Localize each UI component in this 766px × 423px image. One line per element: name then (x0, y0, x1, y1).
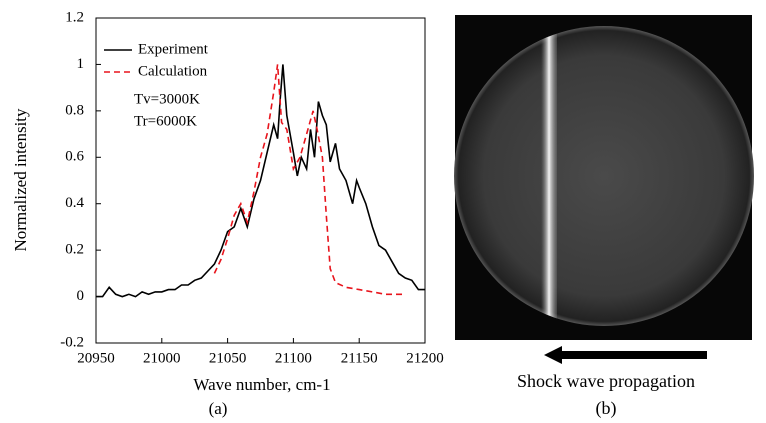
y-tick-label: 0.2 (65, 242, 84, 258)
photo (454, 15, 754, 340)
series-line (96, 64, 425, 298)
x-tick-label: 21100 (275, 350, 312, 366)
x-tick-label: 21000 (143, 350, 181, 366)
y-tick-label: 0.4 (65, 195, 84, 211)
x-tick-label: 21150 (341, 350, 378, 366)
y-tick-label: 1 (77, 56, 85, 72)
panel-label: (a) (209, 399, 228, 418)
legend-label: Calculation (138, 63, 208, 79)
plot-frame (95, 17, 426, 344)
legend-label: Experiment (138, 41, 209, 57)
x-tick-label: 21050 (209, 350, 247, 366)
y-tick-label: 1.2 (65, 9, 84, 25)
series-line (213, 64, 406, 296)
panel-label: (b) (596, 398, 617, 419)
y-tick-label: -0.2 (60, 334, 84, 350)
image-caption: Shock wave propagation (517, 371, 695, 391)
arrow-head (544, 346, 562, 364)
annotation: Tv=3000K (134, 91, 200, 107)
shock-front (541, 26, 557, 326)
y-tick-label: 0.6 (65, 149, 84, 165)
annotation: Tr=6000K (134, 113, 197, 129)
y-tick-label: 0.8 (65, 102, 84, 118)
window (454, 26, 754, 326)
x-axis-label: Wave number, cm-1 (193, 375, 330, 394)
y-axis-label: Normalized intensity (11, 108, 30, 252)
y-tick-label: 0 (77, 288, 85, 304)
x-tick-label: 21200 (406, 350, 444, 366)
x-tick-label: 20950 (77, 350, 115, 366)
